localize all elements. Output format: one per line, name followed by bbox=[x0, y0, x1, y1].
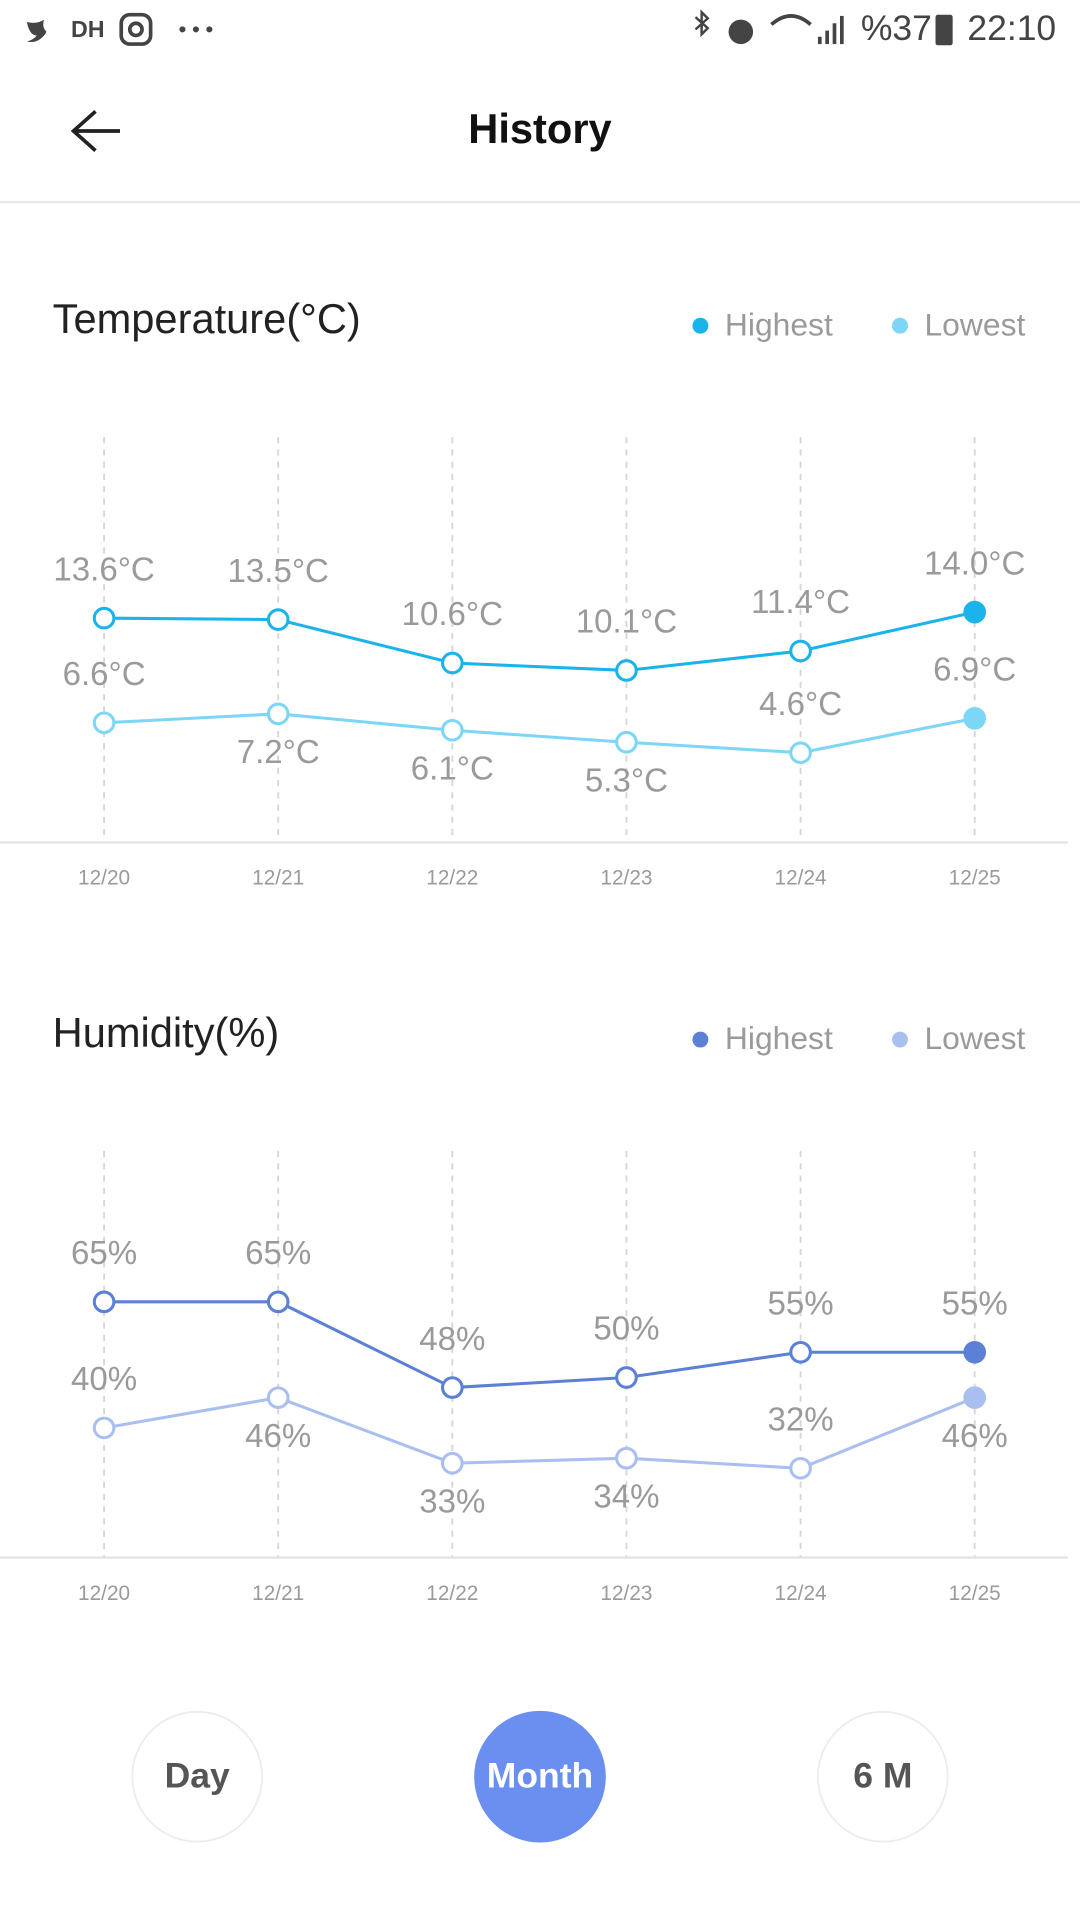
data-label: 10.6°C bbox=[402, 596, 503, 633]
data-label: 33% bbox=[419, 1483, 485, 1520]
data-point bbox=[615, 659, 638, 682]
x-tick-label: 12/20 bbox=[78, 1582, 130, 1605]
data-point bbox=[440, 718, 464, 742]
data-label: 55% bbox=[942, 1285, 1008, 1322]
battery-percent: %37 bbox=[861, 8, 932, 48]
twitter-icon bbox=[26, 19, 47, 43]
instagram-lens bbox=[127, 21, 144, 38]
chart-title: Temperature(°C) bbox=[53, 295, 361, 342]
data-label: 11.4°C bbox=[751, 584, 850, 621]
tab-button[interactable] bbox=[474, 1710, 606, 1843]
data-point bbox=[615, 730, 638, 754]
legend-label: Lowest bbox=[924, 1020, 1025, 1056]
x-tick-label: 12/25 bbox=[949, 867, 1001, 890]
data-point bbox=[963, 1340, 987, 1364]
data-point bbox=[440, 1376, 464, 1399]
status-bar: DH %37 22:10 bbox=[26, 8, 1056, 48]
series-line bbox=[104, 712, 975, 755]
data-label: 65% bbox=[245, 1235, 311, 1272]
legend-label: Lowest bbox=[924, 306, 1025, 342]
back-button[interactable] bbox=[70, 110, 120, 152]
legend-label: Highest bbox=[725, 306, 833, 342]
data-label: 55% bbox=[767, 1285, 833, 1322]
data-label: 40% bbox=[71, 1361, 137, 1398]
data-label: 6.1°C bbox=[411, 750, 494, 787]
data-label: 7.2°C bbox=[237, 734, 320, 771]
alarm-icon bbox=[728, 19, 754, 45]
data-label: 5.3°C bbox=[585, 762, 668, 799]
tab-button[interactable] bbox=[817, 1710, 949, 1843]
series-line bbox=[103, 1396, 976, 1470]
x-tick-label: 12/22 bbox=[426, 867, 478, 890]
legend-swatch bbox=[892, 317, 908, 334]
x-tick-label: 12/23 bbox=[600, 867, 652, 890]
data-point bbox=[789, 1456, 812, 1480]
data-label: 65% bbox=[71, 1235, 137, 1272]
data-point bbox=[266, 1290, 290, 1314]
x-tick-label: 12/24 bbox=[775, 1582, 827, 1605]
data-point bbox=[789, 1340, 812, 1364]
data-point bbox=[92, 711, 116, 735]
x-tick-label: 12/20 bbox=[78, 867, 130, 890]
x-tick-label: 12/24 bbox=[775, 867, 827, 890]
data-point bbox=[963, 706, 987, 730]
data-point bbox=[789, 639, 812, 663]
data-label: 50% bbox=[593, 1311, 659, 1348]
clock: 22:10 bbox=[967, 8, 1056, 48]
page-title: History bbox=[468, 105, 611, 152]
header: History bbox=[0, 105, 1080, 204]
data-label: 4.6°C bbox=[759, 686, 842, 723]
x-tick-label: 12/25 bbox=[949, 1582, 1001, 1605]
data-point bbox=[92, 606, 116, 630]
data-point bbox=[266, 1386, 290, 1409]
data-label: 46% bbox=[245, 1418, 311, 1455]
instagram-icon bbox=[119, 12, 153, 46]
x-tick-label: 12/21 bbox=[252, 867, 304, 890]
data-point bbox=[963, 600, 987, 624]
data-label: 10.1°C bbox=[576, 604, 677, 641]
data-point bbox=[615, 1366, 638, 1389]
data-point bbox=[963, 1386, 987, 1409]
legend-swatch bbox=[692, 1031, 709, 1048]
series-line bbox=[104, 610, 976, 672]
battery-icon bbox=[935, 14, 953, 46]
data-label: 6.6°C bbox=[63, 656, 146, 693]
data-point bbox=[266, 702, 290, 726]
data-point bbox=[615, 1446, 638, 1470]
tab-label[interactable]: 6 M bbox=[853, 1755, 912, 1795]
legend-swatch bbox=[692, 317, 709, 334]
more-icon bbox=[179, 26, 213, 33]
legend-swatch bbox=[892, 1031, 908, 1048]
chart-title: Humidity(%) bbox=[53, 1009, 280, 1056]
data-label: 46% bbox=[942, 1418, 1008, 1455]
x-tick-label: 12/21 bbox=[252, 1582, 304, 1605]
series-line bbox=[104, 1300, 975, 1390]
data-point bbox=[92, 1416, 116, 1440]
x-tick-label: 12/22 bbox=[426, 1582, 478, 1605]
tab-button[interactable] bbox=[131, 1710, 263, 1843]
data-label: 48% bbox=[419, 1321, 485, 1358]
tab-label[interactable]: Month bbox=[487, 1755, 593, 1795]
data-label: 13.6°C bbox=[53, 551, 154, 588]
tabs: Day Month 6 M bbox=[131, 1710, 949, 1843]
data-label: 14.0°C bbox=[924, 545, 1025, 582]
carrier: DH bbox=[71, 16, 105, 42]
bluetooth-icon bbox=[694, 9, 710, 38]
data-label: 6.9°C bbox=[933, 652, 1016, 689]
data-label: 34% bbox=[593, 1478, 659, 1515]
data-label: 13.5°C bbox=[228, 553, 329, 590]
tab-label[interactable]: Day bbox=[165, 1755, 230, 1795]
data-point bbox=[440, 1451, 464, 1475]
data-point bbox=[266, 608, 290, 631]
x-tick-label: 12/23 bbox=[600, 1582, 652, 1605]
data-point bbox=[92, 1290, 116, 1314]
legend-label: Highest bbox=[725, 1020, 833, 1056]
data-point bbox=[789, 741, 812, 765]
signal-icon bbox=[817, 15, 844, 45]
data-point bbox=[440, 651, 464, 675]
wifi-icon bbox=[770, 14, 812, 26]
data-label: 32% bbox=[767, 1401, 833, 1438]
